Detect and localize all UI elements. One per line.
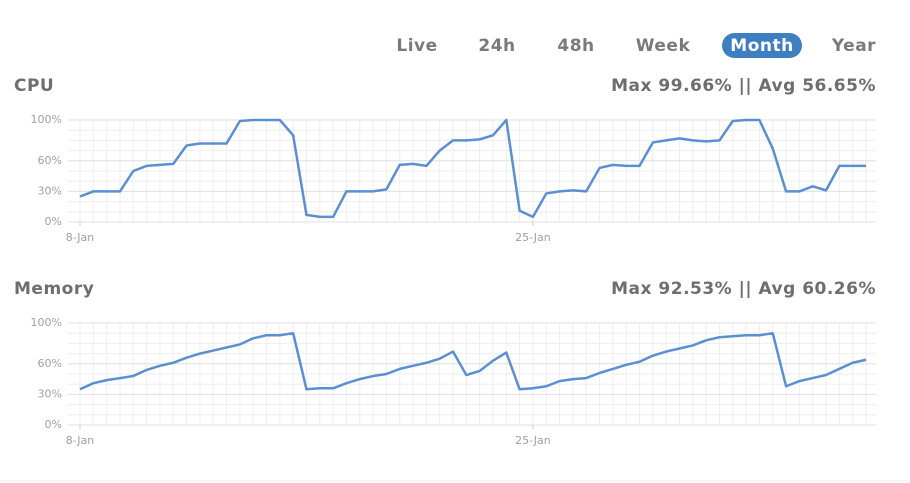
y-tick-label: 60% — [38, 357, 62, 370]
tab[interactable]: Live — [396, 36, 437, 56]
y-tick-label: 0% — [45, 418, 62, 431]
chart-stats: Max 92.53% || Avg 60.26% — [611, 279, 876, 299]
y-tick-label: 0% — [45, 215, 62, 228]
y-tick-label: 100% — [31, 316, 62, 329]
data-line — [79, 331, 867, 391]
x-tick-label: 25-Jan — [515, 434, 551, 447]
tab[interactable]: 24h — [478, 36, 515, 56]
chart-title: Memory — [14, 279, 94, 299]
active-tab-pill[interactable] — [722, 33, 802, 58]
active-tab[interactable]: Month — [730, 36, 793, 56]
x-tick-label: 8-Jan — [66, 231, 95, 244]
tab[interactable]: Year — [831, 36, 876, 56]
y-tick-label: 60% — [38, 154, 62, 167]
tab[interactable]: Week — [636, 36, 691, 56]
x-tick-label: 25-Jan — [515, 231, 551, 244]
chart-stats: Max 99.66% || Avg 56.65% — [611, 76, 876, 96]
y-tick-label: 30% — [38, 387, 62, 400]
data-line — [79, 118, 866, 219]
x-tick-label: 8-Jan — [66, 434, 95, 447]
tab[interactable]: 48h — [557, 36, 594, 56]
chart-title: CPU — [14, 76, 54, 96]
y-tick-label: 30% — [38, 184, 62, 197]
y-tick-label: 100% — [31, 113, 62, 126]
